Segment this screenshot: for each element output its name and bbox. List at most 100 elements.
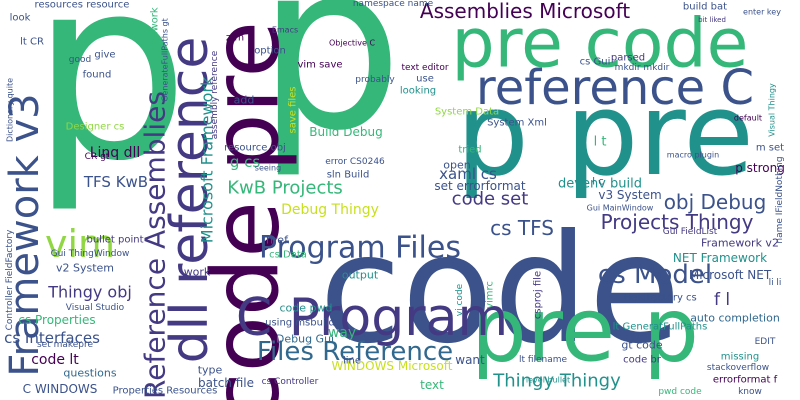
word: vimrc bbox=[485, 281, 496, 309]
word: using msbuild bbox=[265, 318, 335, 329]
word: way bbox=[328, 325, 356, 341]
word: probably bbox=[355, 75, 395, 85]
word: Gui ThingWindow bbox=[51, 249, 130, 259]
word: stackoverflow bbox=[707, 363, 769, 373]
word: errorformat f bbox=[713, 375, 778, 386]
word: p pre bbox=[456, 68, 754, 202]
word: use bbox=[416, 74, 434, 85]
word: know bbox=[738, 387, 762, 397]
word: WINDOWS Microsoft bbox=[332, 359, 453, 373]
word: sln Build bbox=[327, 170, 370, 181]
word: p bbox=[31, 0, 190, 216]
word: resource obj bbox=[224, 143, 286, 154]
word: cs Properties bbox=[18, 313, 95, 327]
word: type bbox=[198, 364, 223, 377]
word: mkdir mkdir bbox=[615, 63, 670, 73]
word: found bbox=[83, 70, 112, 81]
word: p bbox=[257, 0, 403, 182]
word: parsed bbox=[611, 53, 645, 64]
word: option bbox=[254, 46, 286, 57]
word: macro plugin bbox=[667, 151, 719, 160]
word: set errorformat bbox=[434, 179, 526, 193]
word: C WINDOWS bbox=[23, 382, 98, 396]
word: build bat bbox=[683, 2, 727, 13]
word: System Xml bbox=[487, 118, 547, 129]
word: namespace name bbox=[353, 0, 434, 9]
word: questions bbox=[63, 367, 117, 380]
word: code pre bbox=[193, 21, 300, 400]
word: gt code bbox=[621, 339, 663, 352]
word: code pwd bbox=[280, 302, 333, 315]
word: Controller FieldFactory bbox=[5, 229, 15, 330]
word: pre code bbox=[451, 5, 748, 84]
word: Framework v2 bbox=[701, 237, 779, 250]
word: batch file bbox=[198, 376, 254, 390]
word: l c bbox=[592, 177, 603, 188]
word: Debug Thingy bbox=[281, 202, 379, 218]
word: Files Reference bbox=[257, 337, 453, 367]
word: assembly reference bbox=[210, 50, 220, 139]
word: want bbox=[455, 353, 485, 367]
word: z m bbox=[226, 33, 244, 44]
word: Microsoft Framework bbox=[198, 76, 217, 243]
word: dll reference bbox=[160, 37, 220, 364]
word: Visual Studio bbox=[66, 303, 125, 313]
word: Gui FieldList bbox=[663, 227, 718, 237]
word: resources resource bbox=[35, 0, 130, 11]
word: vi code bbox=[455, 283, 465, 316]
word: lt filename bbox=[519, 355, 568, 365]
word: xaml cs bbox=[439, 165, 497, 183]
word: text bbox=[420, 378, 444, 392]
word: l t bbox=[594, 135, 607, 150]
word: bullet point bbox=[87, 235, 144, 246]
word: Thingy Thingy bbox=[492, 371, 621, 392]
word: give bbox=[94, 50, 115, 61]
word: work bbox=[184, 266, 211, 279]
word: cs Interfaces bbox=[4, 329, 100, 347]
word: KwB Projects bbox=[227, 178, 343, 199]
word: tried bbox=[458, 145, 481, 156]
word: cs Model bbox=[598, 260, 712, 290]
word: lt GeneratFullPaths bbox=[613, 322, 708, 333]
word: error CS0246 bbox=[325, 157, 385, 167]
word: FieldFactory cs bbox=[623, 293, 697, 304]
word: save files bbox=[288, 86, 299, 133]
word: lt CR bbox=[20, 37, 44, 48]
word: level bullet bbox=[526, 376, 570, 385]
word: Dictionary quite bbox=[6, 78, 15, 142]
word: vim bbox=[45, 222, 115, 266]
word: System Data bbox=[435, 107, 499, 118]
word: cs Data bbox=[269, 250, 307, 261]
word: code lt bbox=[31, 352, 79, 368]
word: f l bbox=[714, 290, 730, 310]
word: bit liked bbox=[698, 16, 726, 24]
word: Debug Gui bbox=[276, 333, 334, 346]
word: Framework v3 bbox=[2, 93, 48, 376]
word: cs Gui bbox=[580, 57, 611, 68]
word: enter key bbox=[743, 8, 781, 17]
word: output bbox=[342, 269, 379, 282]
word: Emacs bbox=[272, 26, 298, 35]
word: looking bbox=[400, 86, 436, 97]
word: add bbox=[234, 94, 255, 107]
word: pwd code bbox=[658, 387, 702, 397]
word: auto completion bbox=[690, 312, 780, 325]
word: m set bbox=[756, 143, 784, 154]
word: default bbox=[734, 114, 762, 123]
word: set makepre bbox=[37, 340, 94, 350]
word: code bbox=[319, 203, 681, 377]
word: CR gt bbox=[85, 152, 110, 162]
word: code br bbox=[623, 355, 662, 366]
word: g cs bbox=[230, 153, 261, 171]
word: devenv build bbox=[558, 177, 642, 192]
word: Build Debug bbox=[309, 125, 382, 139]
word: Program Files bbox=[259, 231, 461, 266]
word: Visual Thingy bbox=[768, 83, 777, 137]
word: Designer cs bbox=[66, 122, 125, 133]
word: Framework bbox=[150, 7, 161, 63]
word: open bbox=[443, 159, 470, 172]
word: reference C bbox=[476, 60, 754, 116]
